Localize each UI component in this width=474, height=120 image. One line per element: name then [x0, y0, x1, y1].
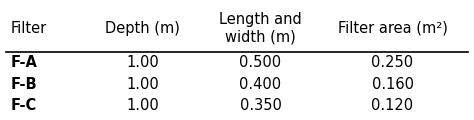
Text: 0.160: 0.160 [372, 77, 413, 92]
Text: Filter: Filter [11, 21, 47, 36]
Text: Filter area (m²): Filter area (m²) [337, 21, 447, 36]
Text: Length and
width (m): Length and width (m) [219, 12, 302, 45]
Text: 0.120: 0.120 [372, 98, 414, 113]
Text: F-B: F-B [11, 77, 37, 92]
Text: F-A: F-A [11, 55, 38, 70]
Text: 1.00: 1.00 [127, 98, 159, 113]
Text: 0.350: 0.350 [240, 98, 282, 113]
Text: F-C: F-C [11, 98, 37, 113]
Text: Depth (m): Depth (m) [105, 21, 180, 36]
Text: 0.400: 0.400 [239, 77, 282, 92]
Text: 1.00: 1.00 [127, 77, 159, 92]
Text: 1.00: 1.00 [127, 55, 159, 70]
Text: 0.250: 0.250 [372, 55, 414, 70]
Text: 0.500: 0.500 [239, 55, 282, 70]
